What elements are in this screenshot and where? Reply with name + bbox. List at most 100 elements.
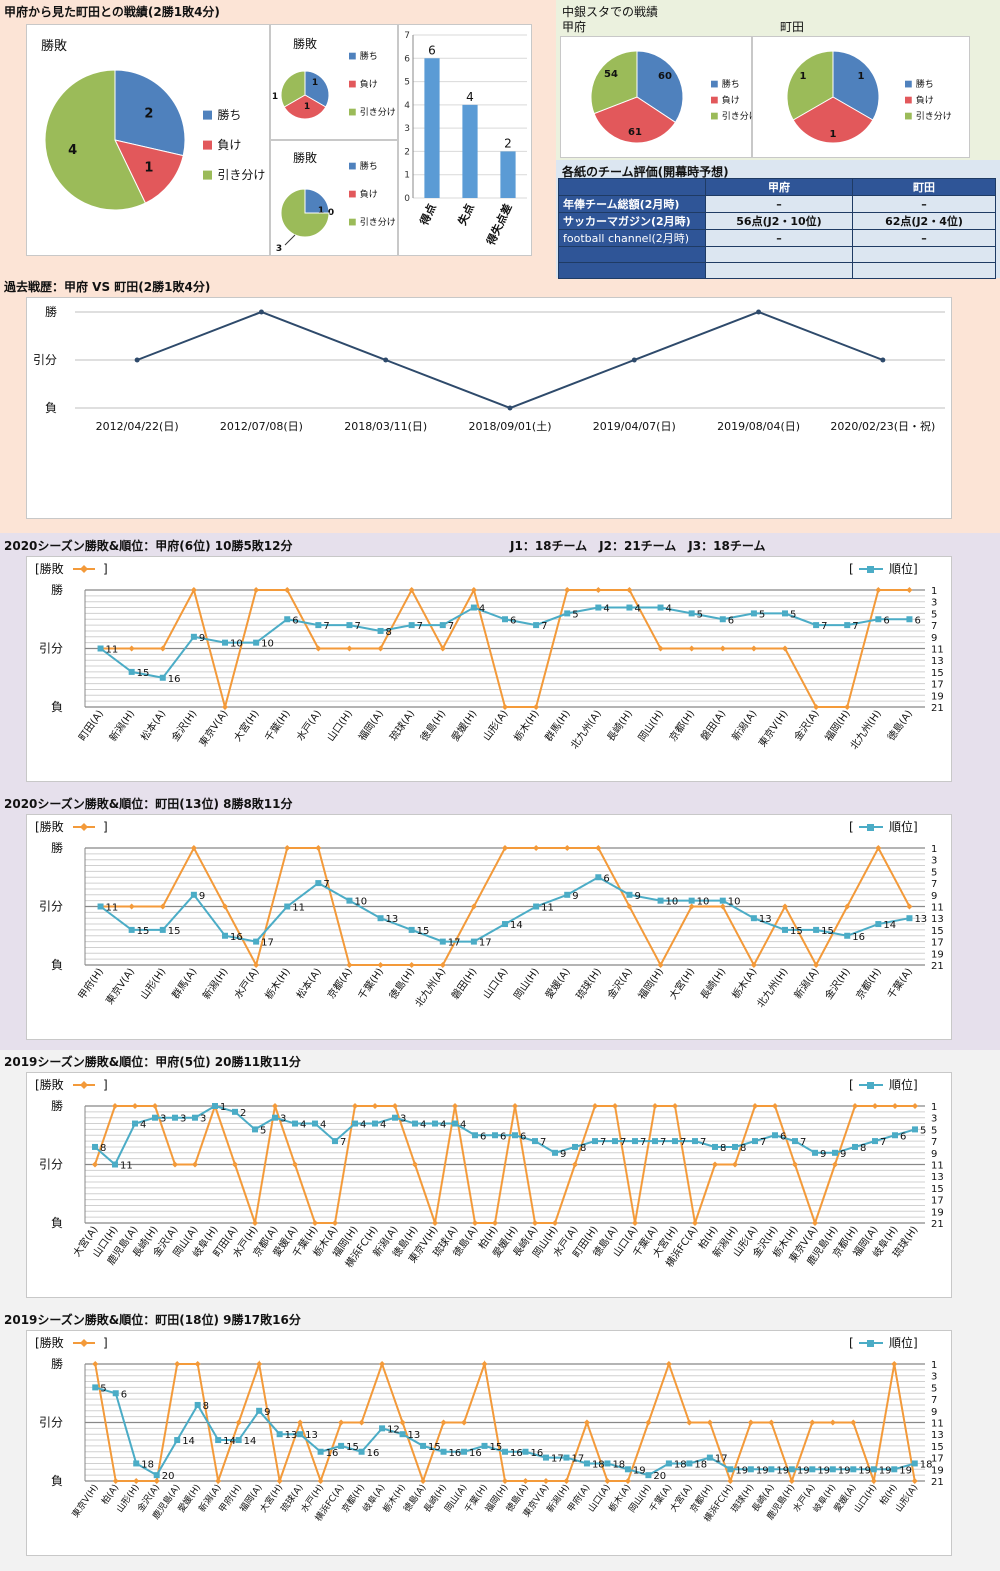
season-1-result-point	[346, 645, 353, 652]
season-2-result-point	[688, 903, 695, 910]
season-4-x-label: 柏(H)	[877, 1482, 900, 1508]
season-1-x-label: 福岡(H)	[822, 707, 853, 743]
season-4-rank-point	[502, 1448, 508, 1455]
season-2-rank-point	[564, 891, 571, 898]
season-3-rank-label: 6	[780, 1131, 786, 1142]
evaluation-row: football channel(2月時) – –	[558, 229, 996, 247]
eval-cell-machida: –	[852, 229, 996, 247]
history-y-label: 負	[45, 401, 57, 415]
season-2-x-label: 群馬(A)	[169, 965, 200, 1001]
goals-bar	[462, 104, 478, 198]
season-1-rank-point	[315, 622, 322, 629]
season-3-result-point	[672, 1103, 678, 1109]
season-3-result-point	[352, 1103, 358, 1109]
season-3-rank-point	[432, 1120, 438, 1127]
season-4-rank-label: 9	[264, 1407, 270, 1418]
season-2-rank-label: 14	[510, 920, 523, 931]
season-1-rank-point	[346, 622, 353, 629]
season-3-rank-point	[112, 1161, 118, 1168]
season-4-rank-point	[153, 1472, 160, 1479]
season-2-rank-label: 10	[697, 897, 710, 908]
season-3-rank-point	[672, 1138, 678, 1145]
season-1-y-label: 負	[51, 700, 63, 714]
season-1-rank-label: 4	[479, 604, 485, 615]
season-3-rank-point	[712, 1143, 718, 1150]
season-1-rank-point	[97, 645, 104, 652]
season-3-rank-point	[452, 1120, 458, 1127]
goals-bar-category-label: 得失点差	[483, 201, 515, 248]
season-3-rank-point	[592, 1138, 598, 1145]
season-4-legend-right: 順位]	[889, 1335, 918, 1350]
season-4-result-point	[604, 1478, 611, 1484]
season-2-rank-tick: 21	[931, 961, 944, 972]
season-1-rank-point	[222, 639, 228, 646]
season-1-rank-label: 5	[572, 609, 578, 620]
evaluation-table: 甲府 町田 年俸チーム総額(2月時) – – サッカーマガジン(2月時) 56点…	[558, 178, 996, 279]
history-point	[258, 309, 264, 315]
season-title-3: 2019シーズン勝敗&順位：甲府(5位) 20勝11敗11分	[4, 1055, 301, 1069]
history-title: 過去戦歴：甲府 VS 町田(2勝1敗4分)	[4, 280, 211, 294]
season-3-rank-label: 8	[580, 1143, 586, 1154]
season-3-rank-point	[652, 1138, 658, 1145]
season-4-rank-point	[870, 1466, 877, 1473]
season-1-x-label: 京都(H)	[666, 707, 697, 743]
season-1-x-label: 新潟(H)	[106, 707, 137, 743]
season-3-rank-point	[332, 1138, 338, 1145]
season-3-rank-point	[512, 1132, 518, 1139]
season-3-rank-point	[772, 1132, 778, 1139]
season-1-rank-point	[533, 622, 540, 629]
season-1-rank-point	[190, 633, 197, 640]
season-4-rank-point	[174, 1437, 181, 1444]
season-3-rank-point	[392, 1114, 398, 1121]
season-4-result-point	[502, 1478, 508, 1484]
season-1-y-label: 引分	[39, 642, 63, 656]
small-pie-1-slice	[280, 70, 306, 108]
season-4-result-point	[276, 1478, 283, 1484]
evaluation-title: 各紙のチーム評価(開幕時予想)	[562, 165, 729, 179]
season-3-rank-label: 9	[840, 1149, 846, 1160]
season-1-result-point	[159, 645, 166, 652]
season-4-result-point	[911, 1478, 918, 1484]
season-4-rank-label: 20	[162, 1471, 175, 1482]
season-3-rank-label: 8	[860, 1143, 866, 1154]
stadium-machida-pie-slice	[832, 50, 880, 121]
season-3-rank-point	[352, 1120, 358, 1127]
season-2-rank-label: 7	[323, 879, 329, 890]
eval-cell-kofu	[705, 262, 853, 279]
eval-header-blank	[558, 178, 706, 196]
evaluation-header-row: 甲府 町田	[558, 178, 996, 196]
season-2-rank-point	[377, 915, 384, 922]
season-1-result-point	[564, 587, 571, 593]
season-1-result-point	[657, 645, 664, 652]
season-3-rank-label: 6	[900, 1131, 906, 1142]
season-3-legend-left-bracket: ]	[103, 1078, 108, 1092]
season-1-rank-label: 6	[510, 615, 516, 626]
goals-bar-tick-label: 4	[404, 101, 410, 111]
season-4-rank-point	[276, 1431, 283, 1438]
history-panel: 勝引分負 2012/04/22(日) 2012/07/08(日) 2018/03/11…	[26, 297, 952, 519]
eval-row-label	[558, 246, 706, 263]
season-4-rank-label: 18	[694, 1459, 707, 1470]
season-3-rank-label: 3	[400, 1114, 406, 1125]
history-x-label: 2018/03/11(日)	[344, 420, 427, 433]
main-pie-title: 勝敗	[41, 39, 68, 54]
goals-bar-data-label: 4	[466, 90, 474, 104]
stadium-machida-panel: 1 1 1 勝ち 負け 引き分け	[752, 36, 970, 158]
season-4-rank-point	[440, 1448, 447, 1455]
season-3-rank-label: 7	[800, 1137, 806, 1148]
season-3-result-point	[332, 1220, 338, 1226]
season-4-rank-tick: 1	[931, 1360, 937, 1371]
season-3-result-point	[272, 1103, 278, 1109]
small-pie-2-legend-swatch	[349, 218, 356, 226]
eval-cell-kofu	[705, 246, 853, 263]
season-4-result-point	[727, 1478, 734, 1484]
season-3-rank-tick: 15	[931, 1184, 944, 1195]
season-1-x-label: 徳島(H)	[417, 707, 448, 743]
season-1-rank-point	[377, 627, 384, 634]
season-1-x-label: 磐田(A)	[698, 707, 729, 743]
season-1-rank-tick: 3	[931, 598, 937, 609]
season-1-rank-label: 11	[106, 645, 119, 656]
